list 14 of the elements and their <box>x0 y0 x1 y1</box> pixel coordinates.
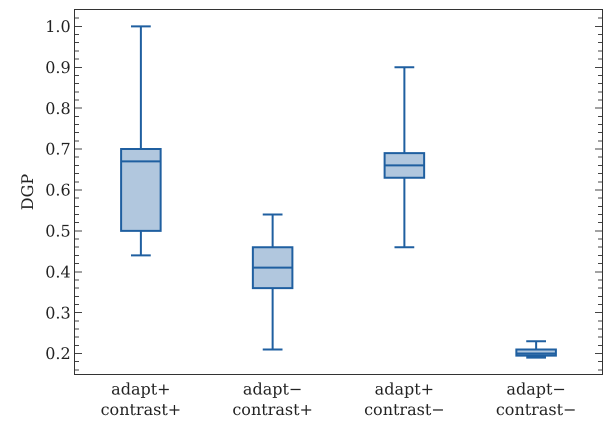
y-tick-label: 0.9 <box>45 58 71 77</box>
y-tick-label: 0.2 <box>45 344 71 364</box>
y-tick-label: 0.3 <box>45 303 71 322</box>
y-tick-label: 0.4 <box>45 262 71 282</box>
y-tick-label: 0.8 <box>45 98 71 118</box>
x-tick-label: adapt− contrast− <box>496 379 576 420</box>
x-tick-label: adapt− contrast+ <box>232 379 313 420</box>
y-axis-title: DGP <box>18 174 37 210</box>
y-tick-label: 0.7 <box>45 140 71 159</box>
x-tick-label: adapt+ contrast− <box>364 379 445 420</box>
y-tick-label: 1.0 <box>45 16 71 36</box>
x-tick-label: adapt+ contrast+ <box>100 379 182 420</box>
y-tick-label: 0.6 <box>45 180 71 200</box>
y-tick-label: 0.5 <box>45 221 71 240</box>
